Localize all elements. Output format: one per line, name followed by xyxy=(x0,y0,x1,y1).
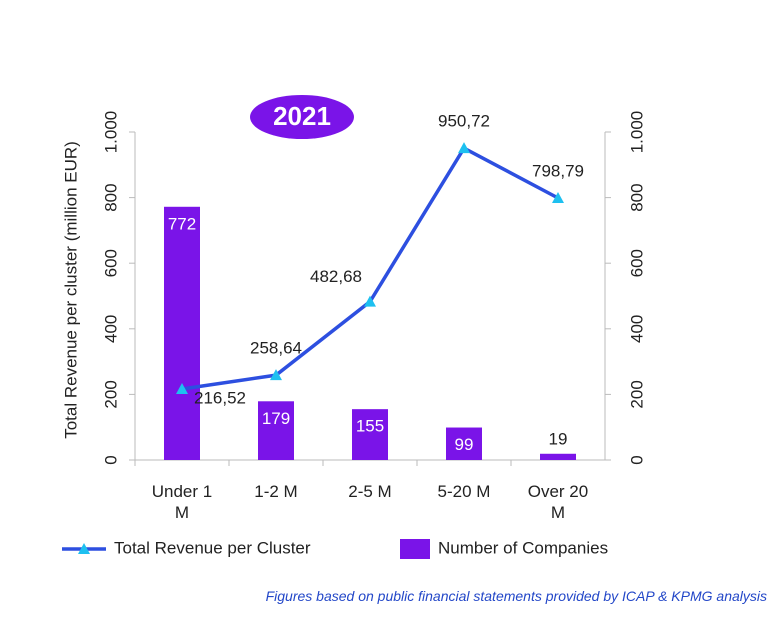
legend-marker xyxy=(78,543,90,554)
x-tick-label: Under 1 M xyxy=(151,482,213,522)
line xyxy=(181,145,559,391)
y-tick-label: 0 xyxy=(101,455,120,464)
y-tick-label: 1.000 xyxy=(101,111,120,154)
y2-tick-label: 200 xyxy=(627,380,646,408)
y-tick-label: 400 xyxy=(101,315,120,343)
bar xyxy=(164,206,200,460)
bar-value-label: 772 xyxy=(168,214,196,233)
x-tick-label: 1-2 M xyxy=(254,482,298,501)
bar-value-label: 179 xyxy=(262,409,290,428)
bar-value-label: 19 xyxy=(549,429,568,448)
line-value-label: 216,52 xyxy=(194,388,246,407)
y2-tick-label: 0 xyxy=(627,455,646,464)
x-tick-label: 5-20 M xyxy=(437,482,491,501)
annotation: 2021 xyxy=(273,101,331,131)
line-marker xyxy=(458,142,470,154)
y-tick-label: 800 xyxy=(101,183,120,211)
y-tick-label: 600 xyxy=(101,249,120,277)
footnote: Figures based on public financial statem… xyxy=(265,588,767,604)
bar xyxy=(446,427,482,460)
bar xyxy=(352,409,388,460)
line-marker xyxy=(364,295,376,307)
y-axis-title: Total Revenue per cluster (million EUR) xyxy=(61,141,80,439)
y2-tick-label: 600 xyxy=(627,249,646,277)
line-marker xyxy=(176,382,188,394)
bar-value-label: 155 xyxy=(356,417,384,436)
bar xyxy=(540,453,576,460)
line-value-label: 798,79 xyxy=(532,161,584,180)
x-tick-label: 2-5 M xyxy=(348,482,392,501)
y2-tick-label: 800 xyxy=(627,183,646,211)
legend-label: Total Revenue per Cluster xyxy=(114,538,311,557)
y2-tick-label: 1.000 xyxy=(627,111,646,154)
legend-label: Number of Companies xyxy=(438,538,608,557)
line-value-label: 258,64 xyxy=(250,339,302,358)
y-tick-label: 200 xyxy=(101,380,120,408)
line-value-label: 950,72 xyxy=(438,112,490,131)
line-marker xyxy=(270,369,282,381)
legend-swatch xyxy=(400,539,430,559)
bar xyxy=(258,401,294,460)
line-marker xyxy=(552,191,564,203)
x-tick-label: Over 20 M xyxy=(527,482,589,522)
y2-tick-label: 400 xyxy=(627,315,646,343)
line-value-label: 482,68 xyxy=(310,267,362,286)
bar-value-label: 99 xyxy=(455,435,474,454)
year-badge xyxy=(250,95,354,139)
